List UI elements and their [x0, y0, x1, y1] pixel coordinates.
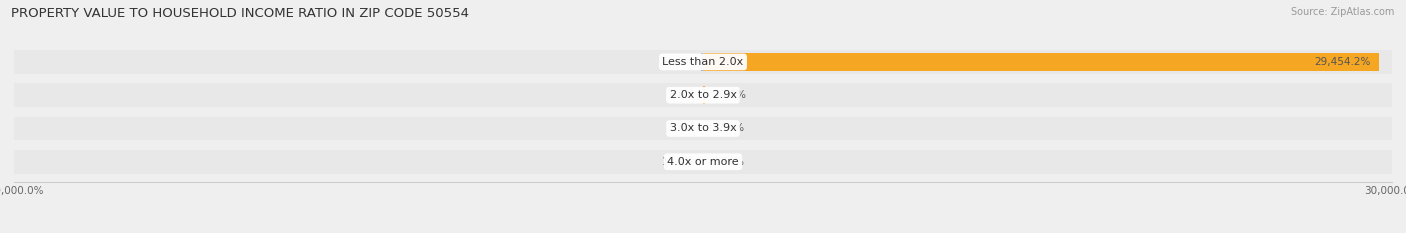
Text: 70.9%: 70.9% — [713, 90, 745, 100]
Text: 71.2%: 71.2% — [661, 57, 693, 67]
Text: 0.74%: 0.74% — [711, 157, 744, 167]
Bar — [702, 53, 703, 71]
Text: 2.0x to 2.9x: 2.0x to 2.9x — [669, 90, 737, 100]
Text: Source: ZipAtlas.com: Source: ZipAtlas.com — [1291, 7, 1395, 17]
Text: 8.6%: 8.6% — [668, 90, 695, 100]
Text: 5.4%: 5.4% — [668, 123, 695, 134]
Bar — [703, 53, 1379, 71]
Text: Less than 2.0x: Less than 2.0x — [662, 57, 744, 67]
Text: 29,454.2%: 29,454.2% — [1313, 57, 1371, 67]
Text: 3.0x to 3.9x: 3.0x to 3.9x — [669, 123, 737, 134]
Text: 14.4%: 14.4% — [661, 157, 695, 167]
Bar — [14, 116, 1392, 140]
Text: PROPERTY VALUE TO HOUSEHOLD INCOME RATIO IN ZIP CODE 50554: PROPERTY VALUE TO HOUSEHOLD INCOME RATIO… — [11, 7, 470, 20]
Text: 4.0x or more: 4.0x or more — [668, 157, 738, 167]
Bar — [14, 83, 1392, 107]
Bar — [14, 150, 1392, 174]
Bar — [14, 50, 1392, 74]
Bar — [703, 86, 704, 104]
Text: 12.2%: 12.2% — [711, 123, 744, 134]
